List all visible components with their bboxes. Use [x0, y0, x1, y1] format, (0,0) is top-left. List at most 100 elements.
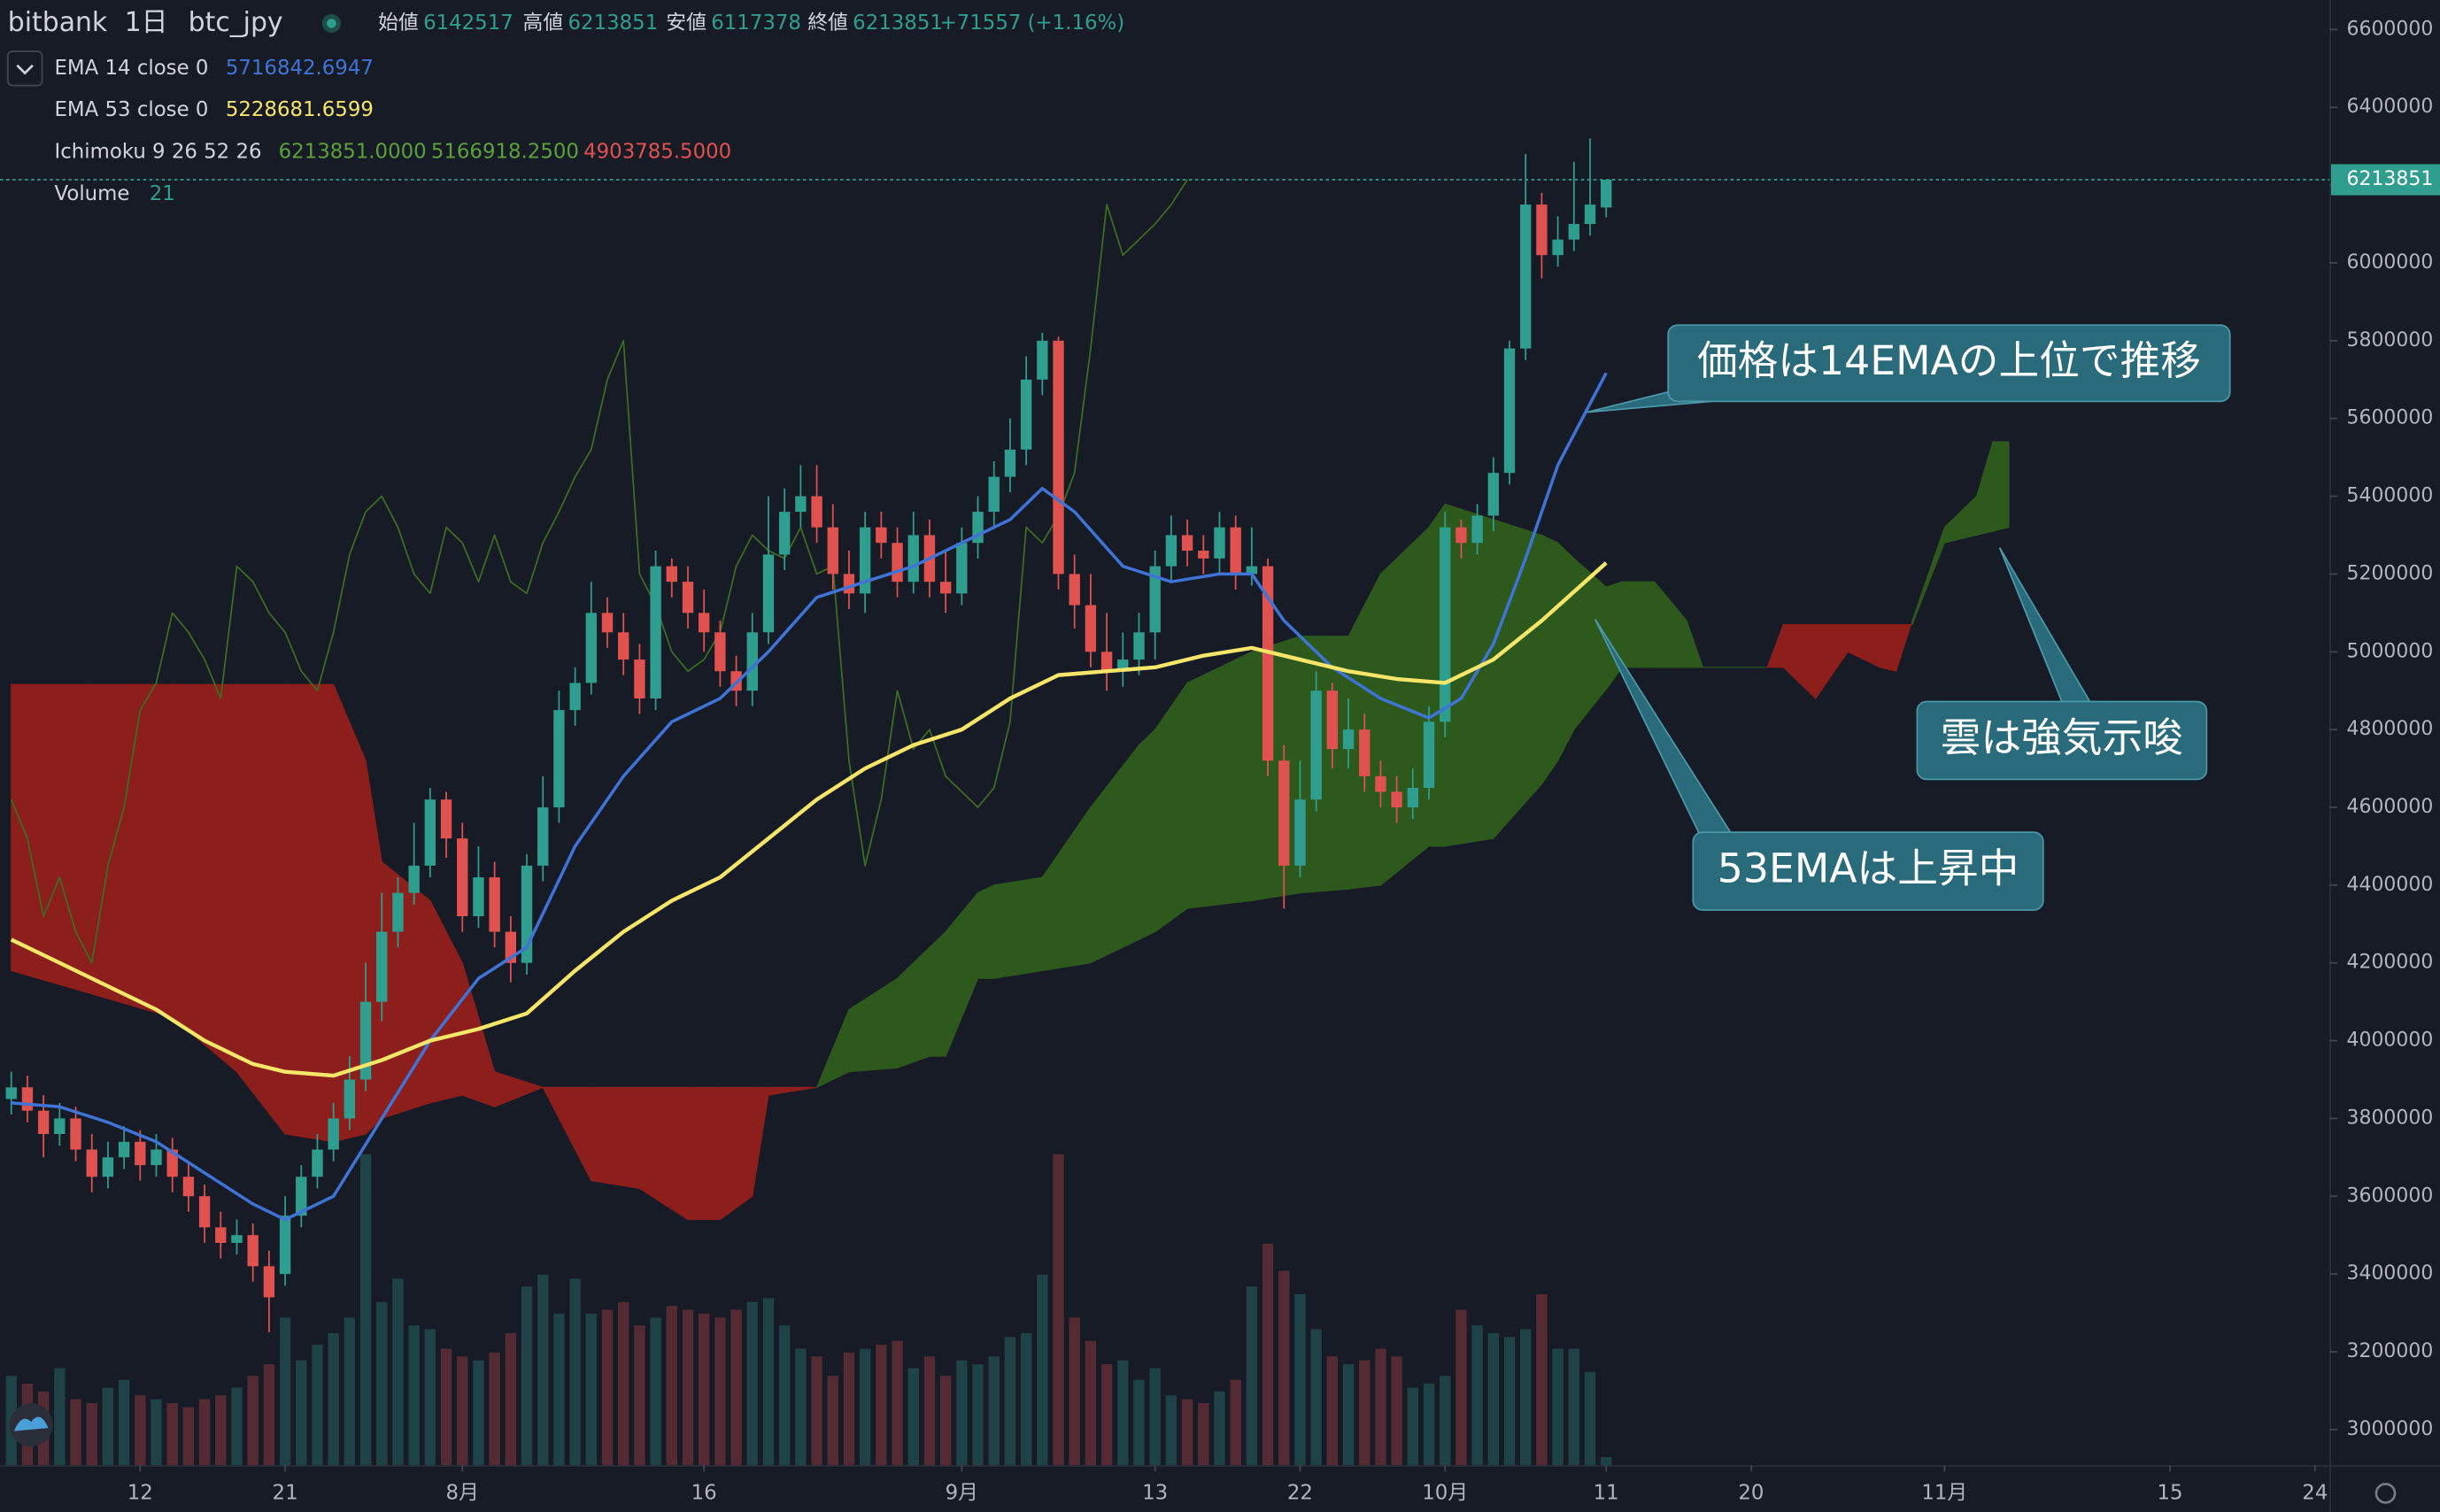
volume-bar: [1085, 1340, 1097, 1466]
volume-bar: [892, 1340, 903, 1466]
cloud-segment: [719, 1086, 753, 1221]
y-tick-label: 4400000: [2347, 874, 2434, 896]
volume-bar: [505, 1332, 517, 1466]
candle-body: [1037, 340, 1048, 380]
candle-body: [1375, 775, 1386, 792]
candle-body: [151, 1149, 162, 1166]
volume-bar: [1198, 1402, 1209, 1466]
volume-bar: [1278, 1270, 1290, 1466]
cloud-segment: [1686, 620, 1704, 668]
volume-bar: [408, 1325, 420, 1466]
y-tick-label: 6400000: [2347, 96, 2434, 118]
volume-bar: [730, 1309, 742, 1466]
volume-bar: [1310, 1329, 1322, 1466]
candle-body: [1456, 527, 1467, 544]
candle-body: [1423, 721, 1435, 789]
y-tick-label: 3600000: [2347, 1184, 2434, 1207]
ohlc-value: 6213851: [568, 12, 659, 35]
collapse-button[interactable]: [6, 50, 43, 87]
candle-body: [1230, 527, 1241, 575]
indicator-name: Volume: [55, 182, 130, 205]
volume-bar: [247, 1376, 259, 1466]
candle-body: [102, 1157, 114, 1177]
candle-body: [892, 543, 903, 582]
candle-body: [1214, 527, 1225, 559]
candle-body: [1568, 224, 1579, 240]
settings-icon[interactable]: [2374, 1483, 2397, 1504]
volume-bar: [1262, 1243, 1274, 1466]
candle-body: [473, 877, 484, 916]
volume-bar: [279, 1317, 291, 1466]
y-tick-label: 3000000: [2347, 1418, 2434, 1440]
volume-bar: [1100, 1364, 1113, 1466]
candle-body: [296, 1176, 307, 1216]
volume-bar: [424, 1329, 436, 1466]
candle-body: [198, 1196, 211, 1228]
candle-body: [344, 1079, 356, 1119]
volume-bar: [746, 1301, 758, 1466]
x-tick-label: 20: [1738, 1481, 1764, 1504]
y-tick-label: 5000000: [2347, 640, 2434, 662]
volume-bar: [1149, 1368, 1161, 1466]
candle-body: [408, 865, 420, 893]
volume-bar: [811, 1356, 822, 1466]
volume-bar: [1407, 1387, 1419, 1466]
volume-bar: [1359, 1360, 1371, 1466]
candle-body: [1440, 527, 1451, 722]
x-tick-label: 8月: [446, 1481, 479, 1504]
volume-bar: [618, 1301, 629, 1466]
candle-body: [440, 799, 452, 839]
ohlc-label: 安値: [666, 12, 707, 35]
candle-body: [1069, 574, 1080, 606]
cloud-segment: [929, 930, 946, 1057]
candle-body: [424, 799, 436, 866]
last-price-label: 6213851: [2347, 168, 2434, 190]
volume-bar: [1181, 1399, 1193, 1466]
volume-bar: [457, 1356, 468, 1466]
cloud-segment: [11, 683, 93, 995]
volume-bar: [166, 1402, 178, 1466]
indicator-value: 5228681.6599: [226, 98, 374, 121]
volume-bar: [714, 1317, 726, 1466]
y-tick-label: 5400000: [2347, 485, 2434, 507]
candle-body: [231, 1235, 243, 1244]
cloud-segment: [1186, 651, 1253, 909]
volume-bar: [1246, 1286, 1258, 1466]
y-tick-label: 4000000: [2347, 1030, 2434, 1052]
candle-body: [876, 527, 887, 544]
volume-bar: [1503, 1337, 1516, 1466]
candle-body: [650, 566, 661, 698]
volume-bar: [312, 1345, 323, 1466]
volume-bar: [634, 1325, 645, 1466]
volume-bar: [344, 1317, 356, 1466]
candle-body: [1085, 605, 1097, 652]
ohlc-value: 6142517: [423, 12, 513, 35]
volume-bar: [1471, 1325, 1483, 1466]
cloud-segment: [1138, 728, 1156, 941]
cloud-segment: [1444, 503, 1494, 847]
candle-body: [939, 582, 952, 594]
volume-bar: [392, 1278, 404, 1466]
candle-body: [1165, 535, 1178, 567]
candle-body: [714, 632, 726, 672]
candle-body: [54, 1118, 66, 1134]
candle-body: [1294, 799, 1306, 866]
volume-bar: [1375, 1348, 1386, 1466]
candle-body: [1600, 180, 1612, 208]
candle-body: [585, 613, 597, 683]
y-tick-label: 3200000: [2347, 1340, 2434, 1362]
volume-bar: [1552, 1348, 1564, 1466]
volume-bar: [151, 1399, 162, 1466]
volume-bar: [1600, 1457, 1612, 1466]
indicator-name: EMA 14 close 0: [55, 57, 209, 80]
volume-bar: [182, 1407, 195, 1466]
volume-bar: [843, 1352, 855, 1466]
volume-bar: [972, 1364, 984, 1466]
volume-bar: [1487, 1332, 1499, 1466]
annotation-text: 価格は14EMAの上位で推移: [1697, 337, 2201, 384]
volume-bar: [231, 1387, 243, 1466]
candle-body: [1133, 632, 1145, 660]
candle-body: [1584, 204, 1596, 225]
candle-body: [618, 632, 629, 660]
volume-bar: [118, 1379, 130, 1466]
